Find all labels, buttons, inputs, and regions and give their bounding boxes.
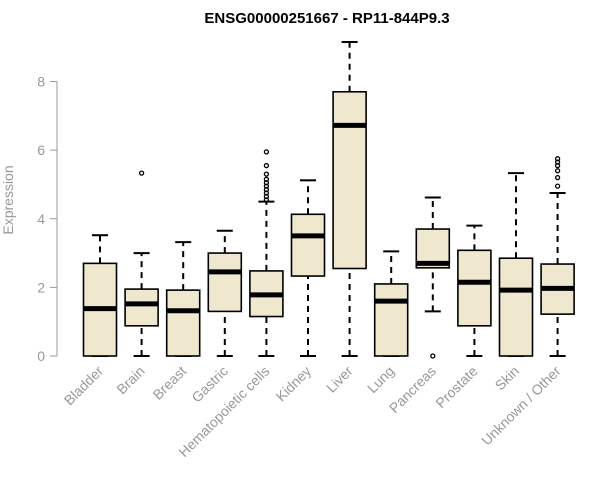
x-tick-label: Skin <box>492 363 523 394</box>
box-pancreas <box>415 196 451 359</box>
x-tick-label: Lung <box>364 363 397 396</box>
y-tick-label: 0 <box>37 348 45 364</box>
chart-title: ENSG00000251667 - RP11-844P9.3 <box>204 10 449 27</box>
box-gastric <box>207 229 243 357</box>
y-tick-label: 4 <box>37 211 45 227</box>
outlier-point <box>554 168 561 174</box>
outlier-point <box>554 183 561 189</box>
box-bladder <box>82 234 118 357</box>
x-tick-label: Breast <box>149 363 189 403</box>
box-prostate <box>457 224 492 357</box>
box-iqr <box>290 213 326 277</box>
y-tick-label: 2 <box>37 279 45 295</box>
box-iqr <box>165 289 201 357</box>
y-tick-label: 6 <box>37 142 45 158</box>
x-tick-label: Kidney <box>273 363 315 405</box>
box-lung <box>373 250 409 357</box>
box-unknown-other <box>540 156 575 357</box>
box-iqr <box>498 257 534 357</box>
box-breast <box>165 241 201 357</box>
y-tick-label: 8 <box>37 74 45 90</box>
box-iqr <box>373 283 409 357</box>
outlier-point <box>263 171 270 177</box>
box-liver <box>332 41 367 357</box>
box-iqr <box>124 288 159 327</box>
outlier-point <box>263 176 270 182</box>
outlier-point <box>138 170 145 176</box>
box-brain <box>124 170 159 357</box>
outlier-point <box>263 149 270 155</box>
y-axis: 0 2 4 6 8 <box>37 74 58 364</box>
outlier-point <box>554 156 561 162</box>
x-tick-label: Unknown / Other <box>478 363 564 449</box>
x-tick-label: Prostate <box>432 363 480 411</box>
box-iqr <box>457 249 492 327</box>
x-tick-label: Liver <box>323 363 356 396</box>
x-tick-label: Bladder <box>61 363 107 409</box>
outlier-point <box>430 353 436 359</box>
outlier-point <box>263 162 270 169</box>
box-iqr <box>332 90 367 270</box>
box-skin <box>498 172 534 357</box>
box-hematopoietic-cells <box>249 149 284 357</box>
box-iqr <box>207 252 243 313</box>
x-tick-label: Brain <box>113 363 147 397</box>
outlier-point <box>554 174 561 181</box>
box-series <box>82 41 575 359</box>
box-kidney <box>290 179 326 357</box>
y-axis-label: Expression <box>0 165 16 234</box>
